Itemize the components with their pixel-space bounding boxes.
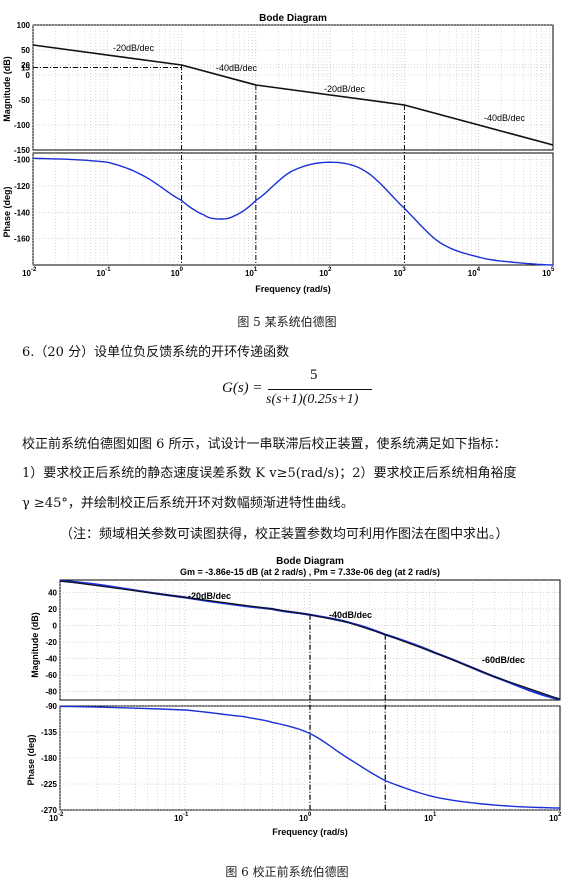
fig6-x-tick-exponent: -2: [58, 812, 64, 818]
question-note: （注：频域相关参数可读图获得，校正装置参数均可利用作图法在图中求出。）: [60, 527, 509, 542]
formula-lhs: G(s) =: [222, 380, 263, 396]
fig5-x-tick-label: 10: [542, 269, 551, 278]
fig6-x-tick-exponent: 1: [433, 812, 437, 818]
fig5-phase-frame: [32, 152, 554, 266]
question-line-1: 6.（20 分）设单位负反馈系统的开环传递函数: [22, 345, 290, 360]
fig5-x-tick-label: 10: [96, 269, 105, 278]
fig6-mag-tick-label: 0: [53, 622, 58, 631]
fig6-phase-tick-label: -270: [41, 806, 58, 815]
fig6-mag-tick-label: -80: [45, 688, 57, 697]
fig6-annotation-slope-1: -20dB/dec: [188, 591, 231, 601]
transfer-function-formula: G(s) = 5 s(s+1)(0.25s+1): [212, 367, 412, 413]
fig5-xlabel: Frequency (rad/s): [255, 284, 331, 294]
fig6-magnitude-asymptote: [59, 580, 561, 700]
fig6-phase-tick-label: -135: [41, 728, 58, 737]
fig6-x-tick-label: 10: [549, 814, 558, 823]
fig6-magnitude-tick-labels: 40 20 0 -20 -40 -60 -80: [45, 588, 57, 696]
fig5-magnitude-asymptote: [32, 44, 554, 146]
fig5-x-tick-exponent: 0: [180, 267, 184, 273]
fig6-phase-ylabel: Phase (deg): [26, 734, 36, 785]
question-line-2: 校正前系统伯德图如图 6 所示，试设计一串联滞后校正装置，使系统满足如下指标：: [22, 437, 507, 452]
fig5-annotation-slope-3: -20dB/dec: [324, 84, 366, 94]
fig5-title: Bode Diagram: [259, 13, 327, 24]
fig5-frequency-tick-labels: 10 -2 10 -1 10 0 10 1 10 2 10 3 10 4 10 5: [22, 267, 555, 278]
fig5-curves: [32, 44, 554, 266]
formula-numerator: 5: [310, 367, 318, 383]
fig5-phase-grid: [32, 152, 554, 266]
fig5-x-tick-exponent: -1: [105, 267, 111, 273]
fig6-x-tick-label: 10: [424, 814, 433, 823]
fig6-annotation-slope-2: -40dB/dec: [329, 610, 372, 620]
fig5-mag-tick-label: -50: [18, 96, 30, 105]
fig5-magnitude-grid: [32, 24, 554, 151]
formula-fraction-bar: [268, 389, 372, 390]
fig5-phase-curve: [32, 157, 554, 266]
fig5-phase-tick-label: -100: [14, 156, 31, 165]
fig5-phase-tick-label: -140: [14, 208, 31, 217]
fig6-mag-tick-label: -40: [45, 655, 57, 664]
fig6-mag-tick-label: -60: [45, 671, 57, 680]
fig5-x-tick-exponent: 4: [477, 267, 481, 273]
fig6-caption: 图 6 校正前系统伯德图: [225, 865, 349, 879]
fig6-curves: [59, 579, 561, 809]
fig5-x-tick-label: 10: [245, 269, 254, 278]
fig5-annotation-slope-4: -40dB/dec: [484, 113, 526, 123]
fig6-dashdot-markers: [309, 614, 386, 810]
fig5-mag-tick-label: 100: [17, 21, 31, 30]
fig6-magnitude-grid: [59, 579, 561, 701]
fig5-caption: 图 5 某系统伯德图: [237, 315, 337, 329]
figure-5-bode-diagram: Bode Diagram Magnitude (dB) Phase (deg) …: [2, 13, 555, 294]
fig5-mag-tick-label: 15: [21, 64, 30, 73]
fig6-subtitle: Gm = -3.86e-15 dB (at 2 rad/s) , Pm = 7.…: [180, 567, 440, 577]
fig5-dashdot-markers: [33, 65, 405, 265]
fig6-x-tick-exponent: -1: [183, 812, 189, 818]
fig6-mag-tick-label: 20: [48, 605, 57, 614]
fig5-annotation-slope-1: -20dB/dec: [113, 43, 155, 53]
fig6-annotation-slope-3: -60dB/dec: [482, 655, 525, 665]
fig5-phase-tick-label: -160: [14, 235, 31, 244]
fig5-mag-tick-label: -100: [14, 121, 31, 130]
fig6-x-tick-label: 10: [299, 814, 308, 823]
fig5-mag-tick-label: 20: [21, 61, 30, 70]
formula-denominator: s(s+1)(0.25s+1): [266, 392, 359, 407]
fig5-x-tick-exponent: -2: [31, 267, 37, 273]
fig6-frequency-tick-labels: 10 -2 10 -1 10 0 10 1 10 2: [49, 812, 562, 823]
figure-6-bode-diagram: Bode Diagram Gm = -3.86e-15 dB (at 2 rad…: [26, 556, 562, 837]
fig5-phase-tick-labels: -100 -120 -140 -160: [14, 156, 31, 244]
fig6-x-tick-exponent: 2: [558, 812, 562, 818]
fig6-x-tick-exponent: 0: [308, 812, 312, 818]
fig5-x-tick-label: 10: [171, 269, 180, 278]
fig5-mag-ylabel: Magnitude (dB): [2, 56, 12, 122]
fig5-x-tick-exponent: 3: [402, 267, 406, 273]
fig5-phase-ylabel: Phase (deg): [2, 186, 12, 237]
fig6-mag-ylabel: Magnitude (dB): [30, 612, 40, 678]
fig5-x-tick-exponent: 5: [551, 267, 555, 273]
fig6-x-tick-label: 10: [49, 814, 58, 823]
fig5-x-tick-label: 10: [394, 269, 403, 278]
fig5-x-tick-exponent: 2: [328, 267, 332, 273]
fig5-annotation-slope-2: -40dB/dec: [216, 63, 258, 73]
fig6-phase-tick-label: -90: [45, 702, 57, 711]
fig6-title: Bode Diagram: [276, 556, 344, 567]
question-line-4: γ ≥45°，并绘制校正后系统开环对数幅频渐进特性曲线。: [22, 496, 354, 511]
fig5-mag-tick-label: -150: [14, 146, 31, 155]
fig6-phase-tick-label: -180: [41, 754, 58, 763]
question-line-3: 1）要求校正后系统的静态速度误差系数 K v≥5(rad/s)；2）要求校正后系…: [22, 466, 517, 481]
fig5-mag-frame: [32, 24, 554, 151]
fig5-mag-tick-label: 0: [26, 71, 31, 80]
fig6-phase-tick-label: -225: [41, 780, 58, 789]
fig5-x-tick-label: 10: [22, 269, 31, 278]
fig6-mag-tick-label: -20: [45, 638, 57, 647]
fig6-xlabel: Frequency (rad/s): [272, 827, 348, 837]
fig5-x-tick-label: 10: [468, 269, 477, 278]
fig5-phase-tick-label: -120: [14, 182, 31, 191]
fig6-phase-curve: [59, 705, 561, 809]
fig6-phase-tick-labels: -90 -135 -180 -225 -270: [41, 702, 58, 815]
fig5-x-tick-label: 10: [319, 269, 328, 278]
fig5-mag-tick-label: 50: [21, 46, 30, 55]
fig6-x-tick-label: 10: [174, 814, 183, 823]
fig6-mag-tick-label: 40: [48, 588, 57, 597]
fig5-x-tick-exponent: 1: [254, 267, 258, 273]
